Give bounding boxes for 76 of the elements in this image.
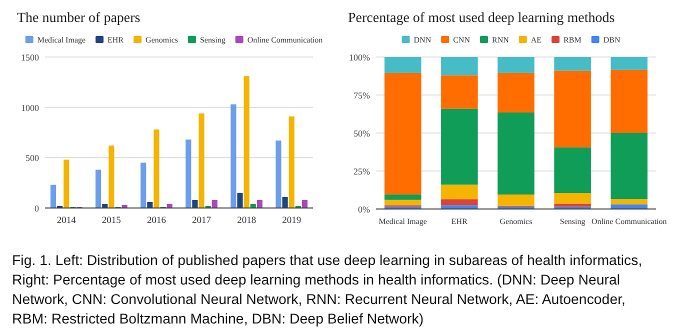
bar xyxy=(140,162,146,208)
bar xyxy=(441,75,478,109)
bar xyxy=(554,70,591,148)
legend-label: DNN xyxy=(414,36,432,44)
bar xyxy=(282,196,288,208)
bar xyxy=(498,72,534,112)
y-tick-label: 100% xyxy=(349,52,370,62)
bar xyxy=(276,140,282,208)
legend-label: RBM xyxy=(564,36,582,44)
legend-label: DBN xyxy=(603,36,620,44)
y-tick-label: 1000 xyxy=(21,102,40,113)
bar xyxy=(554,57,591,71)
bar xyxy=(212,200,218,208)
x-tick-label: Genomics xyxy=(500,217,532,226)
bar xyxy=(64,160,70,208)
bar xyxy=(441,108,478,185)
y-tick-label: 500 xyxy=(26,153,40,164)
bar xyxy=(441,205,478,209)
legend-label: Medical Image xyxy=(37,36,86,44)
bar xyxy=(498,57,534,73)
bar xyxy=(554,193,591,204)
bar xyxy=(256,200,262,208)
legend-label: RNN xyxy=(492,36,510,44)
bar xyxy=(610,57,648,70)
bar xyxy=(192,200,198,208)
x-tick-label: Medical Image xyxy=(378,217,428,226)
bar xyxy=(154,129,160,208)
bar xyxy=(441,184,478,200)
bar xyxy=(384,72,422,195)
bar xyxy=(50,184,56,208)
x-tick-label: 2019 xyxy=(282,216,302,226)
legend-label: Sensing xyxy=(200,36,226,44)
x-tick-label: 2015 xyxy=(102,216,122,226)
legend-label: CNN xyxy=(453,36,470,44)
x-tick-label: Online Communication xyxy=(591,217,667,226)
y-tick-label: 1500 xyxy=(21,52,40,62)
bar xyxy=(96,170,102,208)
x-tick-label: 2014 xyxy=(56,216,76,226)
bar xyxy=(288,116,294,208)
chart-title: Percentage of most used deep learning methods xyxy=(348,11,615,26)
bar xyxy=(147,202,153,208)
bar xyxy=(498,112,534,195)
bar xyxy=(108,146,114,208)
y-tick-label: 0 xyxy=(34,204,40,214)
bar xyxy=(198,113,204,208)
x-tick-label: 2017 xyxy=(192,216,212,226)
bar xyxy=(610,199,648,204)
bar xyxy=(237,192,243,208)
y-tick-label: 75% xyxy=(354,90,370,100)
caption: Fig. 1. Left: Distribution of published papers that use deep learning in subareas of health informatics, Right: Percentage of most used deep learning methods in health informatics. (DNN: Deep Neural Network, CNN: Convolutional Neural Network, RNN: Recurrent Neural Network, AE: Autoencoder, RBM: Restricted Boltzmann Machine, DBN: Deep Belief Network) xyxy=(12,253,642,328)
bar xyxy=(302,200,308,208)
legend-label: Online Communication xyxy=(247,36,323,44)
legend-label: Genomics xyxy=(146,36,178,44)
y-tick-label: 50% xyxy=(354,128,370,138)
bar xyxy=(384,194,422,200)
x-tick-label: Sensing xyxy=(560,217,586,226)
y-tick-label: 0% xyxy=(358,204,370,214)
x-tick-label: 2016 xyxy=(146,216,166,226)
chart-title: The number of papers xyxy=(17,11,140,26)
bar xyxy=(244,76,250,208)
legend-label: AE xyxy=(530,36,542,44)
bar xyxy=(610,133,648,200)
bar xyxy=(554,204,591,207)
bar xyxy=(498,194,534,206)
bar xyxy=(554,147,591,194)
bar xyxy=(441,57,478,76)
x-tick-label: EHR xyxy=(451,217,468,226)
bar xyxy=(610,70,648,133)
bar xyxy=(384,57,422,73)
bar xyxy=(384,200,422,206)
bar xyxy=(230,104,236,208)
legend-label: EHR xyxy=(108,36,124,44)
bar xyxy=(186,140,192,208)
y-tick-label: 25% xyxy=(354,166,370,176)
x-tick-label: 2018 xyxy=(237,216,256,226)
bar xyxy=(441,199,478,206)
